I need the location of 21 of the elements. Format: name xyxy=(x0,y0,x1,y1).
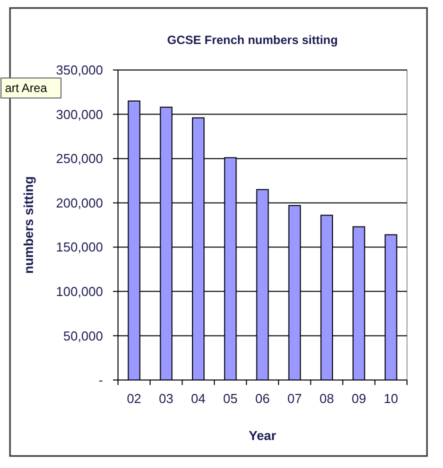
y-tick-label: 200,000 xyxy=(56,195,103,210)
y-tick-label: 50,000 xyxy=(63,328,103,344)
x-tick-label: 09 xyxy=(352,391,366,406)
x-tick-label: 06 xyxy=(255,391,270,406)
x-axis-title: Year xyxy=(248,428,276,443)
y-tick-label: 100,000 xyxy=(56,284,103,299)
x-tick-label: 04 xyxy=(191,391,206,406)
text: art Area xyxy=(5,81,48,95)
x-tick-label: 10 xyxy=(384,391,398,406)
y-axis-title: numbers sitting xyxy=(21,176,36,274)
y-tick-label: - xyxy=(98,372,103,388)
y-tick-label: 350,000 xyxy=(56,62,103,78)
x-tick-label: 07 xyxy=(287,391,302,406)
x-tick-label: 05 xyxy=(223,391,238,406)
x-tick-label: 03 xyxy=(158,391,174,406)
y-tick-label: 300,000 xyxy=(56,106,103,122)
chart-title: GCSE French numbers sitting xyxy=(167,33,338,47)
y-tick-label: 150,000 xyxy=(56,240,103,255)
y-tick-label: 250,000 xyxy=(56,151,103,166)
x-tick-label: 02 xyxy=(126,391,142,406)
x-tick-label: 08 xyxy=(319,391,334,406)
